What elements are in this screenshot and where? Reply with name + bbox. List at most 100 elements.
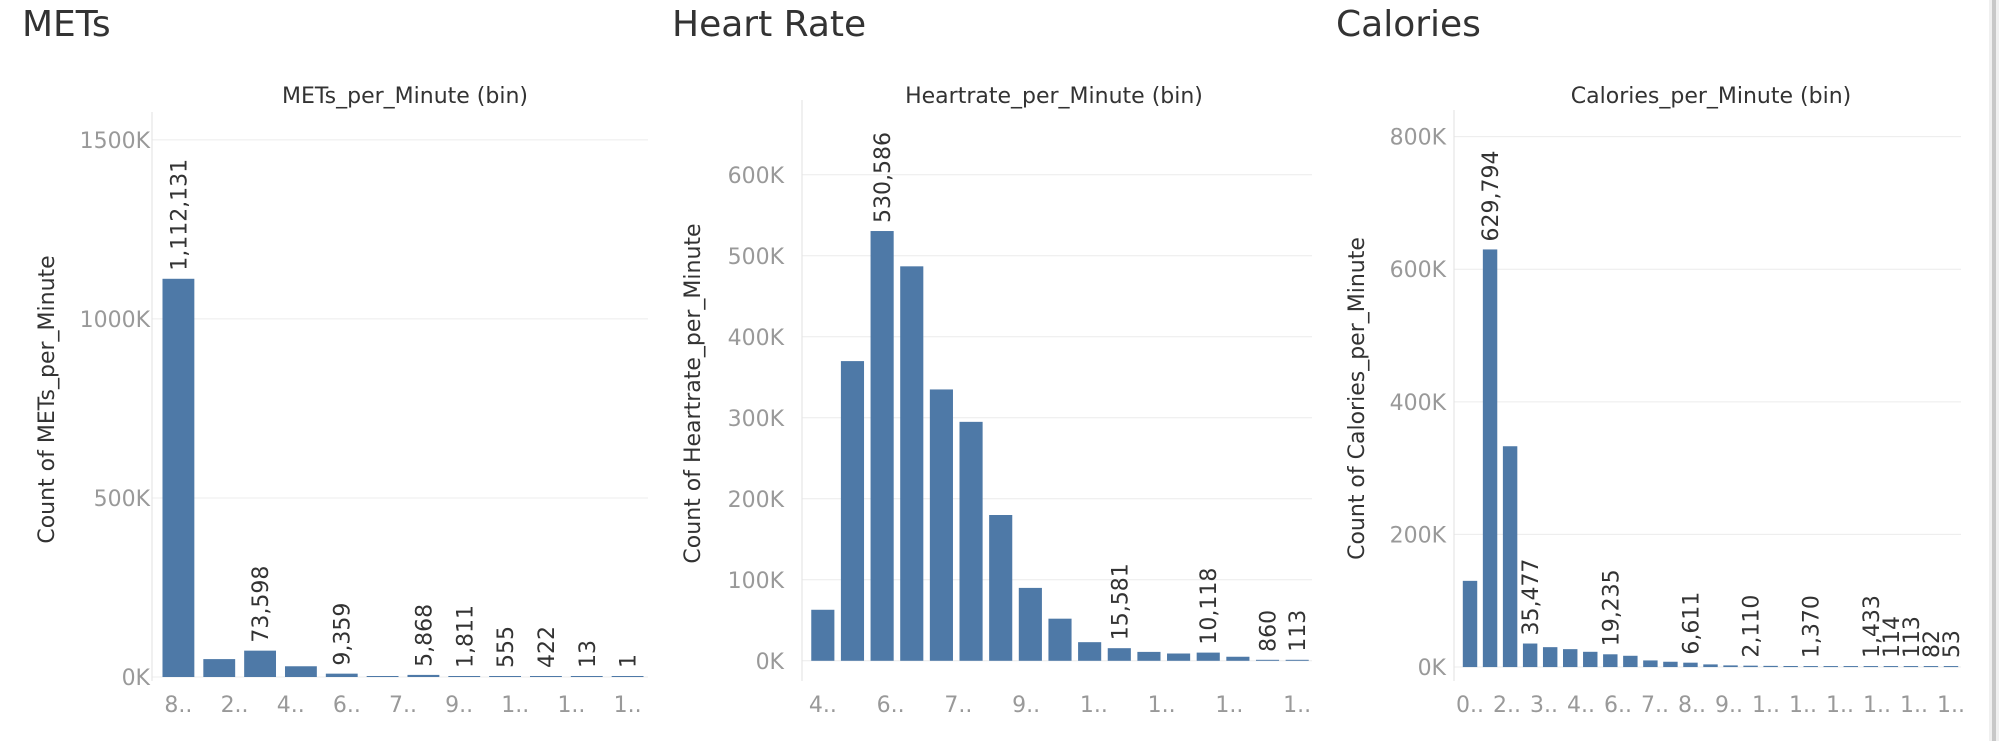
mets-x-tick-label: 9.. [445, 693, 473, 718]
calories-x-tick-label: 3.. [1530, 693, 1558, 718]
heart-rate-chart-title: Heartrate_per_Minute (bin) [905, 84, 1203, 109]
heart-rate-y-tick-label: 0K [756, 650, 785, 675]
mets-x-tick-label: 1.. [501, 693, 529, 718]
mets-x-tick-label: 2.. [221, 693, 249, 718]
mets-bar [244, 650, 277, 677]
heart-rate-data-label: 113 [1286, 610, 1311, 652]
heart-rate-bar [1167, 653, 1191, 661]
calories-bar [1603, 654, 1618, 668]
mets-x-tick-label: 7.. [389, 693, 417, 718]
mets-panel: METs METs_per_Minute (bin) Count of METs_… [0, 0, 650, 741]
calories-bar [1783, 665, 1798, 668]
mets-y-tick-label: 500K [94, 487, 151, 512]
calories-x-tick-label: 6.. [1604, 693, 1632, 718]
heart-rate-bar [1196, 652, 1220, 661]
calories-x-tick-label: 9.. [1715, 693, 1743, 718]
calories-y-tick-label: 600K [1390, 258, 1447, 283]
mets-y-tick-label: 1500K [80, 129, 151, 154]
heart-rate-bar [870, 231, 894, 661]
calories-sheet-title: Calories [1336, 4, 1481, 45]
mets-bar [284, 666, 317, 677]
mets-bar [529, 676, 562, 677]
heart-rate-x-tick-label: 4.. [809, 693, 837, 718]
heart-rate-bar [1285, 659, 1309, 661]
calories-data-label: 35,477 [1519, 559, 1544, 636]
calories-x-tick-label: 7.. [1641, 693, 1669, 718]
mets-x-tick-label: 1.. [557, 693, 585, 718]
calories-data-label: 113 [1900, 616, 1925, 658]
calories-y-tick-label: 0K [1418, 656, 1447, 681]
mets-data-label: 73,598 [249, 566, 274, 643]
mets-bar [570, 676, 603, 677]
heart-rate-bar [1226, 656, 1250, 661]
calories-x-tick-label: 8.. [1678, 693, 1706, 718]
heart-rate-data-label: 860 [1257, 610, 1282, 652]
calories-bar [1643, 660, 1658, 668]
calories-bar [1803, 666, 1818, 668]
calories-panel: Calories Calories_per_Minute (bin) Count … [1320, 0, 1989, 741]
calories-bar [1863, 666, 1879, 668]
scrollbar-thumb[interactable] [1992, 0, 1996, 741]
calories-x-tick-label: 1.. [1937, 693, 1965, 718]
calories-data-label: 19,235 [1599, 569, 1624, 646]
calories-bar [1903, 666, 1919, 668]
calories-x-tick-label: 1.. [1900, 693, 1928, 718]
heart-rate-y-tick-label: 400K [728, 326, 785, 351]
mets-bar [203, 659, 236, 677]
heart-rate-x-tick-label: 1.. [1148, 693, 1176, 718]
calories-x-tick-label: 1.. [1752, 693, 1780, 718]
calories-x-tick-label: 2.. [1493, 693, 1521, 718]
mets-y-tick-label: 0K [122, 666, 151, 691]
mets-bar [489, 676, 522, 677]
heart-rate-chart: Heartrate_per_Minute (bin) Count of Heart… [681, 84, 1312, 718]
mets-data-label: 555 [494, 626, 519, 668]
heart-rate-bar [959, 421, 983, 661]
vertical-scrollbar[interactable] [1989, 0, 1999, 741]
mets-chart: METs_per_Minute (bin) Count of METs_per_M… [35, 84, 648, 718]
calories-data-label: 629,794 [1479, 150, 1504, 241]
heart-rate-x-tick-label: 9.. [1012, 693, 1040, 718]
calories-x-tick-label: 1.. [1826, 693, 1854, 718]
mets-data-label: 5,868 [412, 604, 437, 667]
calories-data-label: 1,370 [1800, 595, 1825, 658]
mets-y-axis-label: Count of METs_per_Minute [35, 255, 60, 543]
calories-bar [1743, 665, 1758, 668]
mets-bar [448, 676, 481, 677]
calories-bar [1502, 446, 1518, 668]
calories-bar [1683, 662, 1698, 668]
heart-rate-panel: Heart Rate Heartrate_per_Minute (bin) Cou… [650, 0, 1320, 741]
heart-rate-x-tick-label: 1.. [1215, 693, 1243, 718]
heart-rate-x-tick-label: 6.. [877, 693, 905, 718]
mets-y-tick-label: 1000K [80, 308, 151, 333]
calories-x-tick-label: 4.. [1567, 693, 1595, 718]
mets-bar [325, 673, 358, 677]
mets-data-label: 13 [576, 640, 601, 668]
mets-data-label: 422 [535, 626, 560, 668]
calories-data-label: 53 [1940, 630, 1965, 658]
mets-x-tick-label: 6.. [333, 693, 361, 718]
calories-y-tick-label: 400K [1390, 391, 1447, 416]
mets-data-label: 1 [617, 654, 642, 668]
calories-data-label: 6,611 [1679, 592, 1704, 655]
heart-rate-data-label: 10,118 [1197, 568, 1222, 645]
heart-rate-y-axis-label: Count of Heartrate_per_Minute [681, 223, 706, 563]
heart-rate-x-tick-label: 7.. [944, 693, 972, 718]
calories-bar [1663, 661, 1678, 668]
calories-bar [1482, 249, 1498, 668]
calories-bar [1542, 647, 1558, 668]
heart-rate-y-tick-label: 200K [728, 488, 785, 513]
calories-data-label: 82 [1920, 630, 1945, 658]
calories-bar [1843, 666, 1858, 668]
mets-x-tick-label: 4.. [277, 693, 305, 718]
calories-bar [1522, 643, 1538, 668]
calories-y-tick-label: 200K [1390, 523, 1447, 548]
heart-rate-y-tick-label: 100K [728, 569, 785, 594]
heart-rate-bar [1048, 618, 1072, 661]
heart-rate-sheet-title: Heart Rate [672, 4, 867, 45]
calories-y-axis-label: Count of Calories_per_Minute [1345, 237, 1370, 560]
heart-rate-y-tick-label: 600K [728, 164, 785, 189]
calories-chart-title: Calories_per_Minute (bin) [1571, 84, 1851, 109]
mets-bar [611, 676, 644, 677]
heart-rate-data-label: 530,586 [871, 132, 896, 223]
calories-data-label: 1,433 [1860, 595, 1885, 658]
